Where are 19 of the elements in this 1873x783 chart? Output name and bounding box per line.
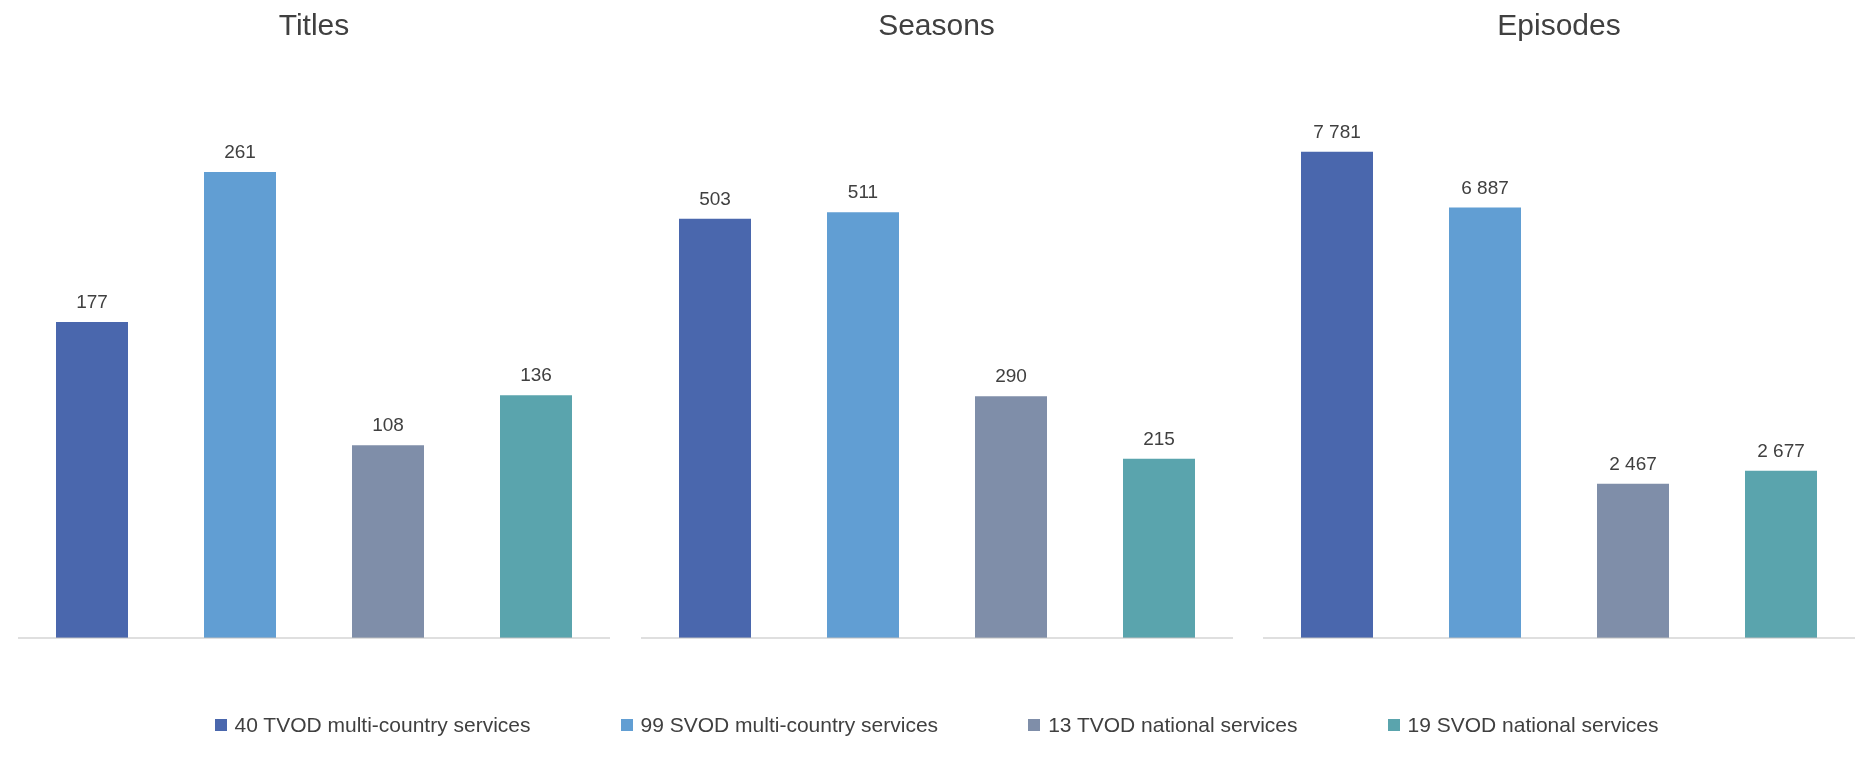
data-label: 2 467 (1609, 452, 1657, 474)
data-label: 215 (1142, 427, 1175, 449)
data-label: 511 (847, 181, 878, 203)
chart-title: Titles (277, 8, 351, 43)
legend-label: 40 TVOD multi-country services (233, 713, 531, 737)
chart-title: Seasons (877, 8, 996, 43)
data-label: 2 677 (1757, 439, 1805, 461)
data-label: 6 887 (1461, 176, 1509, 198)
data-label: 108 (372, 414, 404, 436)
data-label: 503 (698, 187, 731, 209)
legend-label: 19 SVOD national services (1406, 713, 1659, 737)
legend-label: 99 SVOD multi-country services (639, 713, 939, 737)
data-label: 7 781 (1313, 120, 1361, 142)
legend-label: 13 TVOD national services (1047, 713, 1298, 737)
data-label: 177 (76, 290, 108, 312)
data-label: 290 (994, 365, 1027, 387)
data-label: 136 (520, 364, 552, 386)
chart-title: Episodes (1496, 8, 1622, 43)
data-label: 261 (224, 140, 256, 162)
